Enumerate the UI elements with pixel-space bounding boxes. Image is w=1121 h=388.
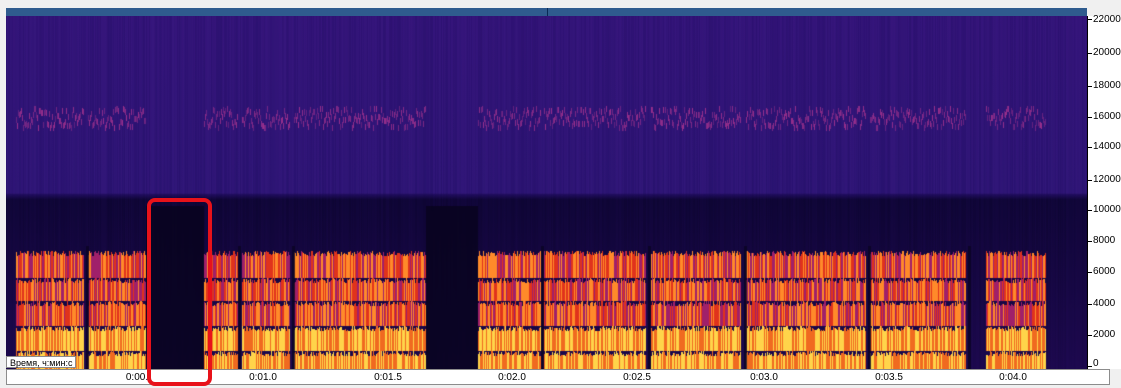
- frequency-tick: [1088, 241, 1092, 242]
- frequency-tick: [1088, 304, 1092, 305]
- frequency-axis: 22000 20000 18000 16000 14000 12000 1000…: [1087, 14, 1121, 369]
- time-label: 0:01.0: [249, 372, 277, 383]
- frequency-label: 8000: [1093, 235, 1116, 246]
- frequency-tick: [1088, 366, 1092, 367]
- time-label: 0:03.0: [750, 372, 778, 383]
- time-label: 0:00.: [125, 372, 149, 383]
- frequency-label: 10000: [1093, 204, 1121, 215]
- time-label: 0:02.5: [623, 372, 651, 383]
- time-label: 0:03.5: [875, 372, 903, 383]
- time-label: 0:01.5: [374, 372, 402, 383]
- frequency-label: 14000: [1093, 141, 1121, 152]
- playback-position-bar[interactable]: [6, 8, 1087, 16]
- frequency-label: 4000: [1093, 298, 1116, 309]
- time-axis-caption: Время, ч:мин:с: [6, 356, 77, 368]
- frequency-tick: [1088, 86, 1092, 87]
- frequency-label: 20000: [1093, 47, 1121, 58]
- time-label: 0:04.0: [999, 372, 1027, 383]
- frequency-label: 12000: [1093, 174, 1121, 185]
- spectrogram-view[interactable]: [6, 16, 1087, 369]
- frequency-tick: [1088, 19, 1092, 20]
- frequency-label: 2000: [1093, 329, 1116, 340]
- frequency-tick: [1088, 272, 1092, 273]
- frequency-tick: [1088, 210, 1092, 211]
- frequency-label: 18000: [1093, 80, 1121, 91]
- time-ruler[interactable]: 0:00. 0:01.0 0:01.5 0:02.0 0:02.5 0:03.0…: [6, 369, 1110, 385]
- frequency-label: 6000: [1093, 266, 1116, 277]
- frequency-tick: [1088, 53, 1092, 54]
- playhead-marker[interactable]: [547, 8, 548, 16]
- frequency-tick: [1088, 180, 1092, 181]
- frequency-label: 0: [1093, 358, 1099, 369]
- frequency-tick: [1088, 117, 1092, 118]
- time-label: 0:02.0: [498, 372, 526, 383]
- frequency-label: 16000: [1093, 111, 1121, 122]
- frequency-tick: [1088, 147, 1092, 148]
- frequency-label: 22000: [1093, 14, 1121, 25]
- frequency-tick: [1088, 335, 1092, 336]
